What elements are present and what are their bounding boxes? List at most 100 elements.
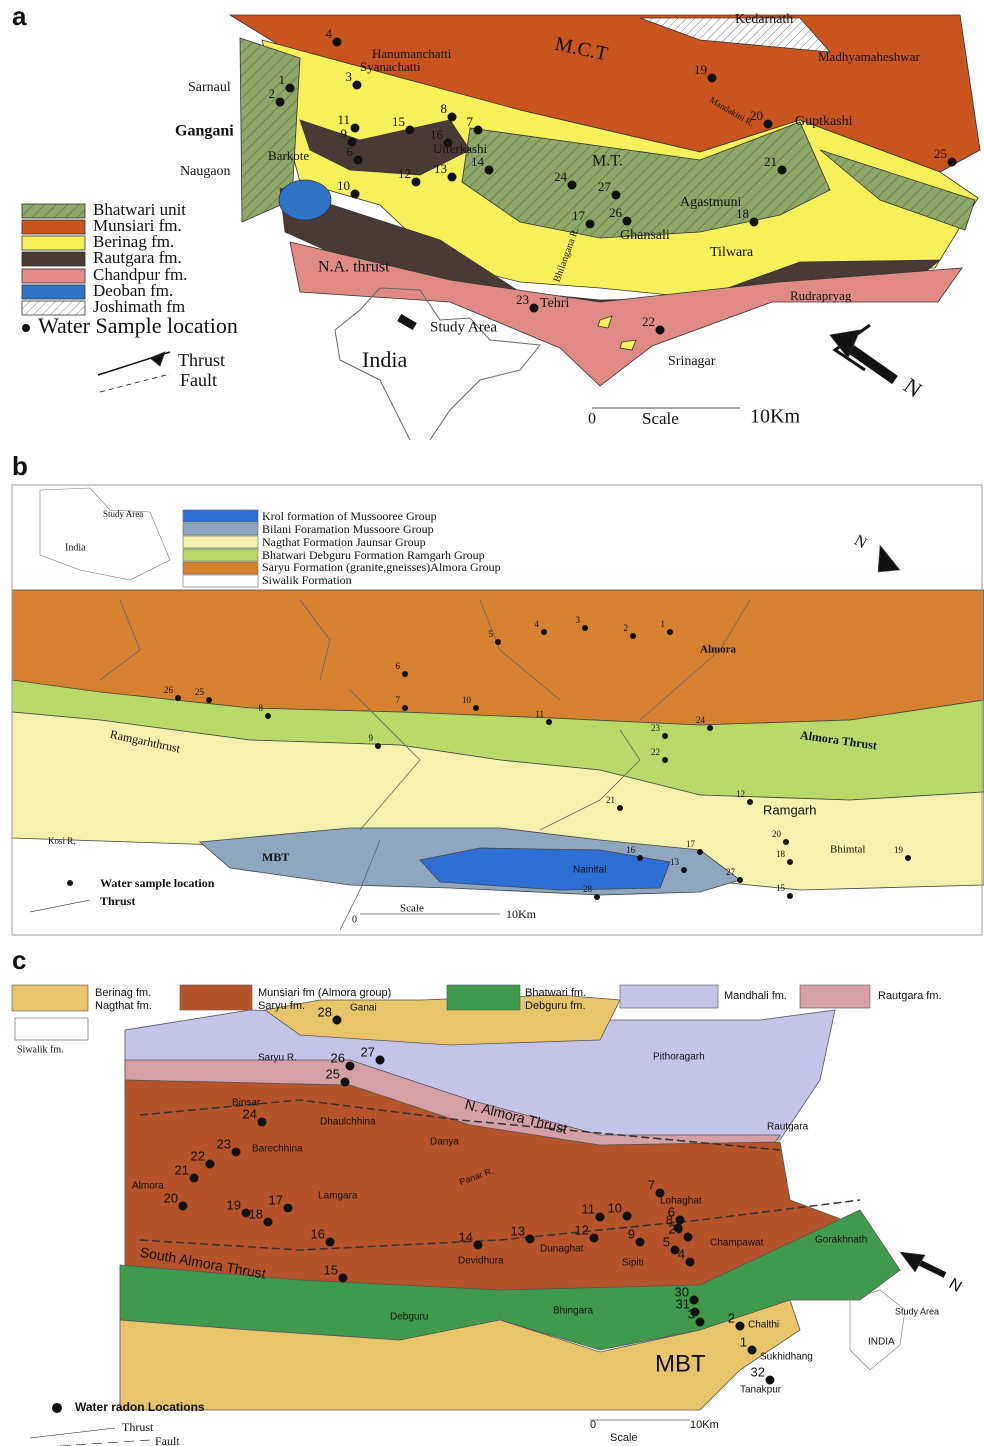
sample-dot xyxy=(681,867,687,873)
sample-dot xyxy=(707,725,713,731)
sample-dot xyxy=(637,855,643,861)
panel-b-map xyxy=(12,485,984,935)
legend-label: Munsiari fm (Almora group) xyxy=(258,987,391,999)
sample-label: 26 xyxy=(164,685,174,695)
sample-dot xyxy=(351,190,360,199)
sample-dot xyxy=(697,849,703,855)
place-label: Devidhura xyxy=(458,1256,504,1267)
sample-label: 6 xyxy=(668,1204,675,1219)
legend-label: Fault xyxy=(180,370,217,390)
sample-dot xyxy=(617,805,623,811)
panel-a-map xyxy=(230,15,980,386)
north-label: N xyxy=(899,373,926,403)
sample-dot xyxy=(406,126,415,135)
legend-label: Thrust xyxy=(178,350,225,370)
place-label: Champawat xyxy=(710,1238,764,1249)
sample-label: 1 xyxy=(279,72,286,87)
place-label: Barechhina xyxy=(252,1144,303,1155)
sample-dot xyxy=(448,173,457,182)
sample-dot xyxy=(778,166,787,175)
sample-label: 20 xyxy=(772,829,782,839)
sample-label: 32 xyxy=(751,1364,765,1379)
sample-dot xyxy=(667,629,673,635)
sample-dot xyxy=(402,705,408,711)
sample-label: 26 xyxy=(609,205,623,220)
legend-label: Siwalik fm. xyxy=(17,1044,64,1055)
sample-dot xyxy=(354,156,363,165)
sample-label: 20 xyxy=(164,1190,178,1205)
sample-label: 15 xyxy=(776,883,786,893)
place-label: Syanachatti xyxy=(360,59,421,74)
place-label: Tilwara xyxy=(710,245,754,260)
sample-dot xyxy=(690,1296,699,1305)
sample-dot xyxy=(346,1062,355,1071)
sample-dot xyxy=(333,38,342,47)
sample-label: 2 xyxy=(269,86,276,101)
sample-label: 11 xyxy=(582,1201,596,1216)
sample-dot xyxy=(541,629,547,635)
scale-label: Scale xyxy=(610,1432,638,1444)
sample-dot xyxy=(686,1258,695,1267)
sample-dot xyxy=(737,877,743,883)
sample-dot xyxy=(708,74,717,83)
legend-label: Siwalik Formation xyxy=(262,573,352,587)
sample-dot xyxy=(474,1241,483,1250)
sample-label: 14 xyxy=(459,1229,473,1244)
sample-label: 12 xyxy=(736,789,745,799)
legend-label: Nagthat Formation Jaunsar Group xyxy=(262,535,426,549)
sample-dot xyxy=(339,1274,348,1283)
sample-dot xyxy=(326,1238,335,1247)
panel-label: c xyxy=(12,945,26,975)
sample-label: 4 xyxy=(535,619,540,629)
scale-label: 10Km xyxy=(690,1419,719,1431)
sample-label: 8 xyxy=(259,703,264,713)
sample-label: 10 xyxy=(608,1200,622,1215)
place-label: India xyxy=(65,542,86,553)
sample-label: 2 xyxy=(728,1310,735,1325)
sample-label: 29 xyxy=(669,1221,683,1236)
structure-label: MBT xyxy=(262,850,289,864)
place-label: Sarnaul xyxy=(188,80,231,95)
place-label: Pithoragarh xyxy=(653,1052,705,1063)
place-label: Almora xyxy=(700,644,737,656)
place-label: Kedarnath xyxy=(735,12,793,27)
place-label: Bhimtal xyxy=(830,844,865,856)
structure-label: M.T. xyxy=(592,153,623,170)
place-label: Dhaulchhina xyxy=(320,1117,376,1128)
sample-label: 15 xyxy=(324,1262,338,1277)
place-label: Almora xyxy=(132,1181,164,1192)
sample-label: 8 xyxy=(441,101,448,116)
sample-dot xyxy=(448,113,457,122)
sample-label: 27 xyxy=(361,1044,375,1059)
sample-dot xyxy=(351,124,360,133)
sample-dot xyxy=(656,1189,665,1198)
sample-dot xyxy=(656,326,665,335)
sample-dot xyxy=(783,839,789,845)
place-label: Agastmuni xyxy=(680,195,742,210)
sample-label: 17 xyxy=(269,1192,283,1207)
place-label: Nainital xyxy=(573,865,606,876)
sample-dot xyxy=(444,139,453,148)
sample-label: 7 xyxy=(648,1177,655,1192)
sample-label: 9 xyxy=(341,126,348,141)
place-label: Rautgara xyxy=(767,1122,809,1133)
sample-label: 10 xyxy=(462,695,472,705)
sample-label: 6 xyxy=(396,661,401,671)
sample-label: 3 xyxy=(576,615,581,625)
sample-label: 22 xyxy=(651,747,660,757)
place-label: India xyxy=(362,347,407,372)
place-label: Saryu R. xyxy=(258,1053,297,1064)
place-label: Danya xyxy=(430,1137,459,1148)
place-label: Bhingara xyxy=(553,1306,593,1317)
sample-dot xyxy=(748,1346,757,1355)
place-label: Chalthi xyxy=(748,1320,779,1331)
scale-label: Scale xyxy=(642,409,679,428)
sample-dot xyxy=(568,181,577,190)
sample-label: 25 xyxy=(326,1066,340,1081)
sample-dot xyxy=(662,733,668,739)
sample-label: 18 xyxy=(736,206,749,221)
sample-label: 20 xyxy=(750,108,763,123)
legend-label: Debguru fm. xyxy=(525,1000,586,1012)
sample-dot xyxy=(612,191,621,200)
sample-label: 25 xyxy=(934,146,947,161)
